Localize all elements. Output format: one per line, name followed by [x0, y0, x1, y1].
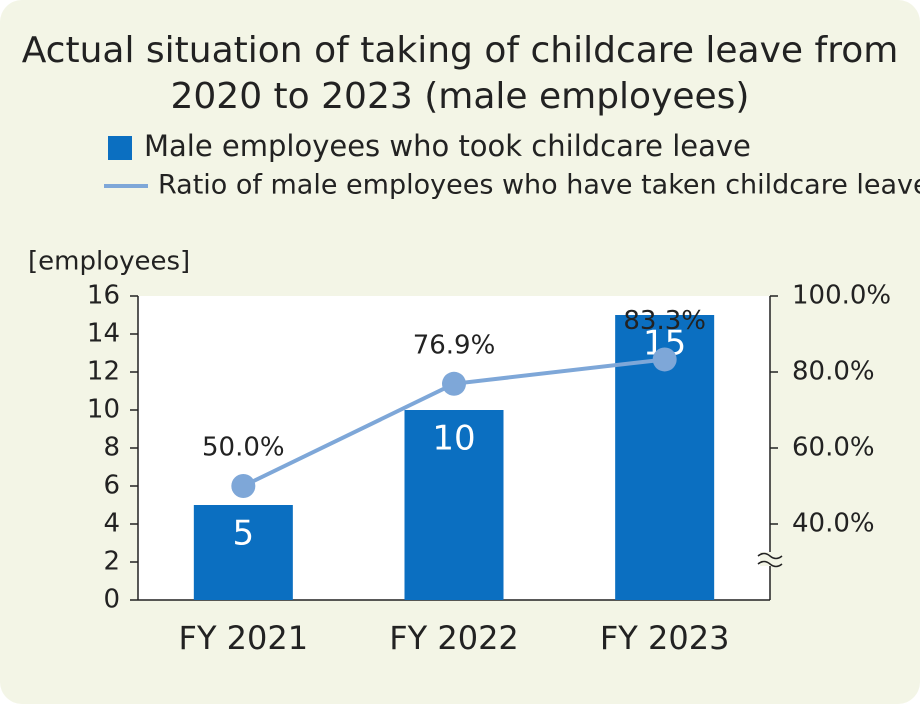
y-tick-label: 0	[103, 585, 120, 615]
line-point	[231, 474, 256, 498]
line-point	[442, 371, 466, 396]
y2-tick-label: 40.0%	[792, 509, 875, 539]
line-value-label: 83.3%	[623, 306, 706, 336]
y2-tick-label: 100.0%	[792, 281, 891, 311]
y-tick-label: 2	[103, 547, 120, 577]
axis-break-gap	[760, 552, 780, 566]
y-tick-label: 6	[103, 471, 120, 501]
legend-swatch	[108, 136, 132, 160]
y2-tick-label: 60.0%	[792, 433, 875, 463]
line-point	[652, 347, 677, 372]
bar	[193, 505, 293, 600]
axis-break	[757, 552, 783, 568]
bar	[404, 410, 504, 600]
x-tick-label: FY 2023	[600, 619, 730, 657]
y-tick-label: 10	[87, 395, 120, 425]
y-tick-label: 4	[103, 509, 120, 539]
y-tick-label: 12	[87, 357, 120, 387]
bar-value-label: 10	[432, 419, 475, 459]
line-value-label: 50.0%	[202, 433, 285, 463]
bar-value-label: 5	[233, 514, 255, 554]
x-tick-label: FY 2021	[179, 619, 309, 657]
line-value-label: 76.9%	[413, 330, 496, 360]
chart-title: Actual situation of taking of childcare …	[21, 30, 899, 117]
y-axis-label: [employees]	[28, 247, 190, 277]
y-tick-label: 16	[87, 281, 120, 311]
y-tick-label: 14	[87, 319, 120, 349]
legend-label: Male employees who took childcare leave	[144, 129, 751, 163]
legend-label: Ratio of male employees who have taken c…	[158, 170, 920, 201]
y2-tick-label: 80.0%	[792, 357, 875, 387]
x-tick-label: FY 2022	[389, 619, 519, 657]
y-tick-label: 8	[103, 433, 120, 463]
